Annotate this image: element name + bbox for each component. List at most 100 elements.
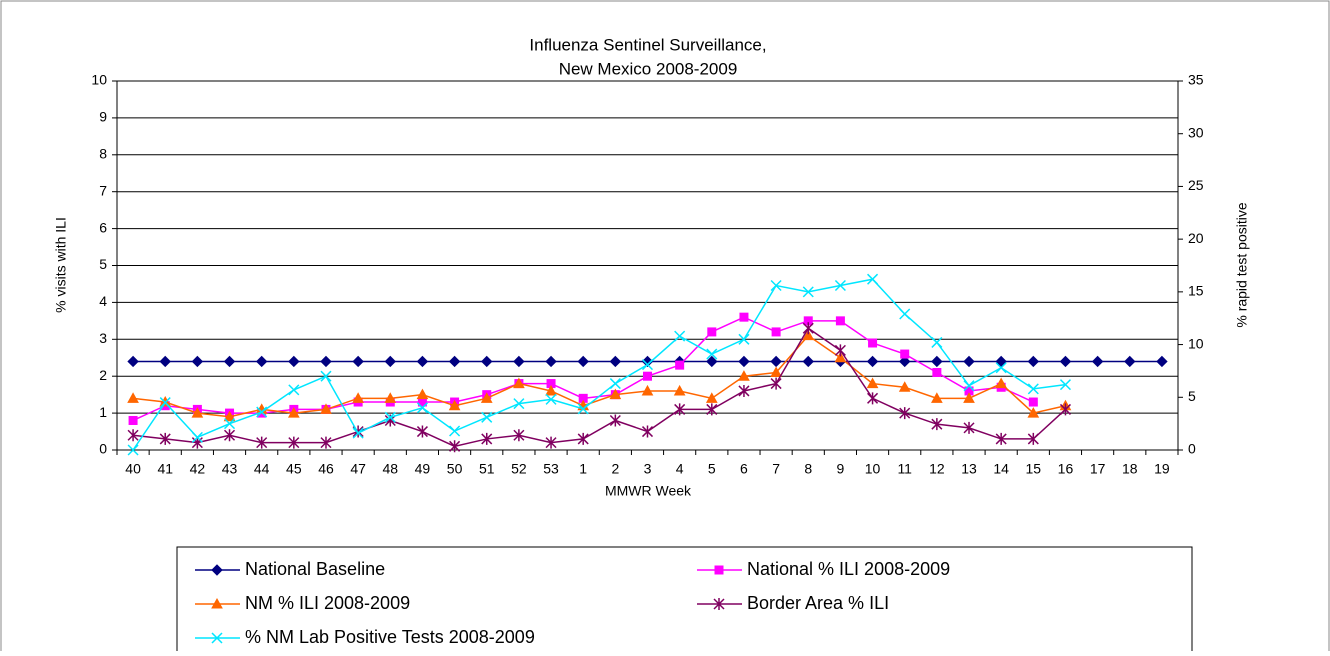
marker: [545, 393, 557, 405]
marker: [770, 366, 782, 378]
y-tick-label: 7: [99, 182, 107, 198]
x-tick-label: 6: [740, 461, 748, 477]
marker: [931, 355, 943, 368]
marker: [1027, 383, 1039, 395]
x-tick-label: 51: [479, 461, 495, 477]
y-tick-label: 6: [99, 219, 107, 235]
legend-label: Border Area % ILI: [747, 593, 889, 613]
marker: [713, 598, 725, 610]
marker: [513, 398, 525, 410]
marker: [480, 392, 493, 403]
marker: [641, 355, 654, 368]
marker: [995, 355, 1007, 368]
x-tick-label: 49: [415, 461, 431, 477]
marker: [995, 377, 1008, 389]
marker: [738, 355, 750, 368]
marker: [191, 431, 203, 443]
x-tick-label: 47: [350, 461, 366, 477]
marker: [802, 286, 814, 298]
marker: [834, 280, 846, 292]
y2-tick-label: 5: [1188, 388, 1196, 404]
y-tick-label: 0: [99, 441, 107, 457]
marker: [481, 355, 493, 368]
x-tick-label: 3: [644, 461, 652, 477]
marker: [127, 392, 139, 403]
marker: [609, 414, 621, 427]
x-tick-label: 53: [543, 461, 559, 477]
marker: [739, 312, 749, 322]
marker: [834, 351, 847, 363]
x-tick-label: 7: [772, 461, 780, 477]
series-line: [132, 327, 1066, 448]
marker: [802, 355, 814, 368]
marker: [448, 355, 461, 368]
marker: [802, 322, 814, 335]
marker: [448, 399, 461, 411]
marker: [707, 327, 717, 337]
series-line: [132, 278, 1066, 451]
marker: [449, 425, 461, 437]
x-tick-label: 13: [961, 461, 977, 477]
marker: [223, 355, 236, 368]
marker: [416, 388, 429, 400]
marker: [223, 418, 236, 430]
marker: [416, 402, 428, 414]
marker: [963, 421, 975, 434]
x-tick-label: 2: [611, 461, 619, 477]
marker: [1027, 355, 1040, 368]
marker: [577, 403, 589, 415]
x-tick-label: 52: [511, 461, 527, 477]
marker: [738, 333, 750, 345]
y-axis-title: % visits with ILI: [53, 217, 69, 313]
marker: [1059, 403, 1072, 416]
marker: [128, 415, 138, 425]
marker: [577, 355, 589, 368]
y2-tick-label: 15: [1188, 283, 1204, 299]
marker: [641, 359, 654, 371]
y2-tick-label: 25: [1188, 177, 1204, 193]
x-tick-label: 50: [447, 461, 463, 477]
x-tick-label: 44: [254, 461, 270, 477]
y2-tick-label: 10: [1188, 335, 1204, 351]
marker: [1091, 355, 1104, 368]
marker: [609, 355, 622, 368]
marker: [223, 410, 236, 422]
marker: [641, 425, 654, 438]
marker: [127, 355, 139, 368]
marker: [900, 349, 910, 359]
marker: [1059, 379, 1072, 391]
x-tick-label: 42: [190, 461, 206, 477]
chart-title: Influenza Sentinel Surveillance,: [529, 35, 766, 54]
x-tick-label: 17: [1090, 461, 1106, 477]
marker: [320, 436, 332, 449]
series-line: [132, 334, 1066, 418]
marker: [705, 392, 718, 403]
marker: [513, 355, 525, 368]
x-tick-label: 1: [579, 461, 587, 477]
legend-label: National Baseline: [245, 559, 385, 579]
marker: [288, 355, 300, 368]
marker: [867, 392, 879, 405]
marker: [867, 273, 879, 285]
y-tick-label: 10: [91, 72, 107, 88]
marker: [513, 377, 525, 389]
x-tick-label: 16: [1058, 461, 1074, 477]
y-tick-label: 2: [99, 367, 107, 383]
y-tick-label: 5: [99, 256, 107, 272]
x-tick-label: 10: [865, 461, 881, 477]
marker: [802, 329, 815, 341]
marker: [384, 411, 396, 423]
marker: [866, 377, 879, 389]
y2-tick-label: 20: [1188, 230, 1204, 246]
marker: [384, 355, 396, 368]
marker: [256, 406, 268, 418]
marker: [931, 418, 943, 431]
marker: [352, 355, 364, 368]
marker: [899, 355, 911, 368]
marker: [127, 444, 139, 456]
marker: [706, 348, 718, 360]
x-tick-label: 46: [318, 461, 334, 477]
marker: [609, 388, 622, 400]
marker: [211, 564, 223, 576]
chart-title: New Mexico 2008-2009: [559, 59, 738, 78]
